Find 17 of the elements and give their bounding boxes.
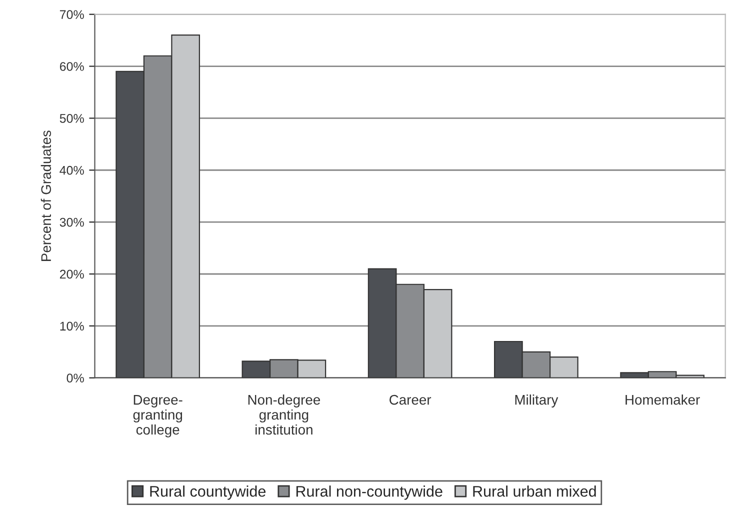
legend-label: Rural countywide	[150, 486, 266, 500]
x-tick-label: Homemaker	[626, 394, 700, 405]
legend-label: Rural urban mixed	[473, 486, 596, 497]
y-tick-label: 60%	[60, 62, 84, 71]
x-tick-label: Career	[390, 394, 432, 405]
y-tick-label: 20%	[60, 270, 84, 279]
legend-label: Rural non-countywide	[296, 486, 442, 500]
x-tick-label: Non-degree granting institution	[248, 394, 320, 435]
y-tick-label: 10%	[60, 322, 84, 331]
y-tick-label: 70%	[60, 10, 84, 19]
y-tick-label: 30%	[60, 218, 84, 227]
y-axis-title: Percent of Graduates	[40, 130, 52, 261]
x-tick-label: Military	[515, 394, 558, 408]
y-tick-label: 0%	[66, 374, 84, 383]
y-tick-label: 50%	[60, 114, 84, 123]
x-tick-label: Degree- granting college	[133, 395, 182, 438]
y-tick-label: 40%	[60, 166, 84, 175]
